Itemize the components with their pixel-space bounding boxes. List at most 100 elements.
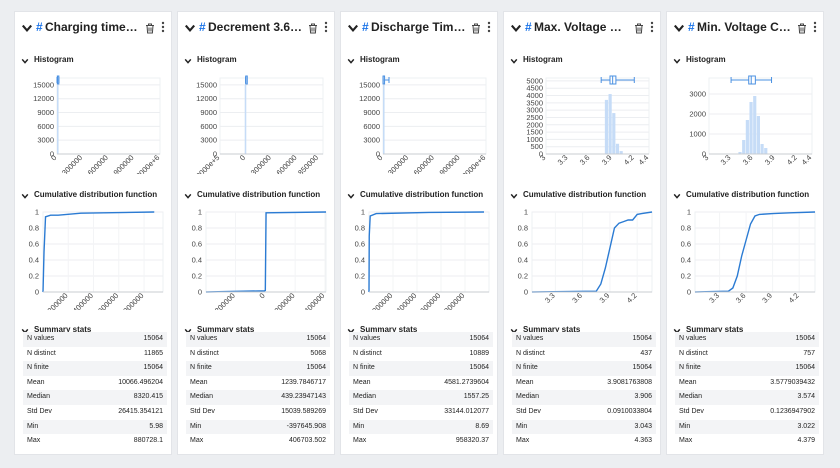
y-tick-label: 0 — [539, 150, 543, 159]
x-tick-label: 300000 — [249, 153, 273, 174]
y-tick-label: 0.8 — [681, 224, 691, 233]
y-tick-label: 3000 — [363, 136, 380, 145]
plot-area — [708, 77, 813, 155]
column-title[interactable]: Max. Voltage Discharge (V) — [534, 20, 630, 34]
kebab-menu-icon[interactable] — [485, 20, 493, 34]
stat-row: Mean 3.9081763808 — [512, 376, 656, 391]
stat-label: Mean — [679, 378, 697, 386]
stat-label: N values — [353, 335, 381, 342]
histogram-section-header[interactable]: Histogram — [21, 54, 171, 68]
y-tick-label: 0 — [524, 288, 528, 297]
x-tick-label: 900000 — [438, 153, 462, 174]
collapse-toggle[interactable] — [184, 21, 196, 33]
section-title: Summary stats — [360, 325, 418, 334]
stat-label: N distinct — [679, 349, 708, 357]
stat-row: N finite 15064 — [23, 361, 167, 376]
card-header: # Charging time (s) — [15, 12, 173, 42]
stat-row: Std Dev 0.1236947902 — [675, 405, 819, 420]
collapse-toggle[interactable] — [347, 21, 359, 33]
stat-value: 3.5779039432 — [770, 378, 815, 386]
stat-row: Median 439.23947143 — [186, 390, 330, 405]
cdf-section-header[interactable]: Cumulative distribution function — [21, 189, 171, 203]
column-title[interactable]: Decrement 3.6-3.4V (s) — [208, 20, 304, 34]
collapse-toggle[interactable] — [673, 21, 685, 33]
y-tick-label: 12000 — [196, 94, 217, 103]
cdf-line — [205, 211, 327, 293]
y-tick-label: 0 — [361, 288, 365, 297]
histogram-bar — [612, 113, 616, 154]
y-tick-label: 2000 — [526, 120, 543, 129]
stat-row: Min 5.98 — [23, 419, 167, 435]
kebab-menu-icon[interactable] — [159, 20, 167, 34]
cdf-section-header[interactable]: Cumulative distribution function — [673, 189, 823, 203]
y-tick-label: 0.6 — [192, 240, 202, 249]
trash-icon[interactable] — [145, 21, 155, 34]
y-tick-label: 0.6 — [518, 240, 528, 249]
histogram-bar — [753, 96, 757, 154]
y-tick-label: 0.2 — [29, 272, 39, 281]
trash-icon[interactable] — [471, 21, 481, 34]
summary-stats-table: N values 15064 N distinct 437 N finite 15064 M… — [512, 332, 656, 449]
column-title[interactable]: Min. Voltage Charging (V) — [697, 20, 793, 34]
stat-value: 8320.415 — [133, 393, 163, 401]
stat-row: Max 4.379 — [675, 434, 819, 449]
stat-value: 8.69 — [475, 422, 489, 430]
x-tick-label: 0 — [238, 153, 247, 162]
stat-value: 439.23947143 — [281, 393, 326, 401]
plot-area — [42, 211, 164, 293]
histogram-section-header[interactable]: Histogram — [673, 54, 823, 68]
cdf-section-header[interactable]: Cumulative distribution function — [510, 189, 660, 203]
histogram-section-header[interactable]: Histogram — [184, 54, 334, 68]
y-tick-label: 0 — [50, 150, 54, 159]
stat-row: N distinct 437 — [512, 347, 656, 362]
y-tick-label: 0.8 — [192, 224, 202, 233]
section-title: Cumulative distribution function — [360, 190, 484, 199]
y-tick-label: 0 — [687, 288, 691, 297]
collapse-toggle[interactable] — [21, 21, 33, 33]
stat-value: 5068 — [310, 349, 326, 357]
stat-value: 3.9081763808 — [607, 378, 652, 386]
x-tick-label: 3.9 — [600, 153, 614, 167]
stat-value: 15064 — [143, 364, 163, 372]
stat-label: N values — [516, 335, 544, 342]
histogram-bar — [745, 120, 749, 154]
y-tick-label: 3500 — [526, 98, 543, 107]
trash-icon[interactable] — [797, 21, 807, 34]
histogram-bar — [742, 140, 746, 154]
kebab-menu-icon[interactable] — [648, 20, 656, 34]
y-tick-label: 0 — [702, 150, 706, 159]
x-tick-label: 400000 — [302, 291, 326, 310]
stat-row: Mean 10066.496204 — [23, 376, 167, 391]
x-tick-label: 600000 — [418, 291, 442, 310]
column-title[interactable]: Discharge Time (s) — [371, 20, 467, 34]
histogram-bar — [383, 84, 385, 154]
stat-value: 15064 — [143, 335, 163, 342]
stat-label: Median — [27, 393, 50, 401]
x-tick-label: 3.6 — [578, 153, 592, 167]
cdf-section-header[interactable]: Cumulative distribution function — [347, 189, 497, 203]
trash-icon[interactable] — [308, 21, 318, 34]
trash-icon[interactable] — [634, 21, 644, 34]
y-tick-label: 1 — [524, 208, 528, 217]
section-title: Summary stats — [523, 325, 581, 334]
stat-value: 33144.012077 — [444, 407, 489, 415]
section-title: Summary stats — [686, 325, 744, 334]
y-tick-label: 0.2 — [355, 272, 365, 281]
chevron-down-icon — [21, 24, 33, 33]
stat-label: Max — [516, 437, 530, 445]
histogram-bar — [749, 102, 753, 154]
kebab-menu-icon[interactable] — [322, 20, 330, 34]
histogram-bar — [615, 143, 620, 154]
cdf-chart: 0 0.2 0.4 0.6 0.8 1 200000 400000 600000 800000 — [29, 208, 164, 310]
kebab-menu-icon[interactable] — [811, 20, 819, 34]
histogram-section-header[interactable]: Histogram — [347, 54, 497, 68]
collapse-toggle[interactable] — [510, 21, 522, 33]
column-title[interactable]: Charging time (s) — [45, 20, 141, 34]
cdf-chart: 0 0.2 0.4 0.6 0.8 1 3.3 3.6 3.9 4.2 — [518, 208, 653, 305]
histogram-section-header[interactable]: Histogram — [510, 54, 660, 68]
y-tick-label: 6000 — [37, 122, 54, 131]
y-tick-label: 500 — [530, 142, 543, 151]
cdf-section-header[interactable]: Cumulative distribution function — [184, 189, 334, 203]
y-tick-label: 0.8 — [29, 224, 39, 233]
